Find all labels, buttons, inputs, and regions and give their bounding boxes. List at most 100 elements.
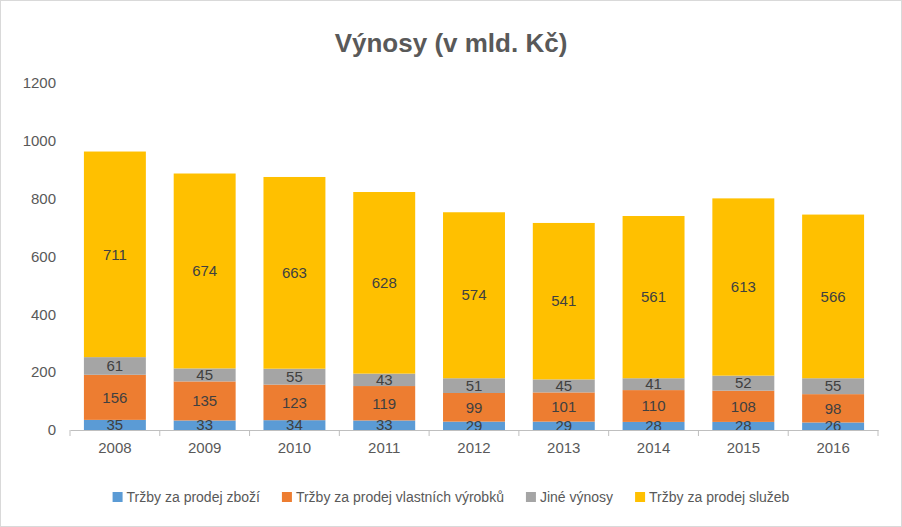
x-separator [159, 430, 160, 436]
bar [712, 198, 774, 375]
legend-item: Tržby za prodej zboží [113, 489, 260, 505]
bar [533, 223, 595, 379]
x-separator [608, 430, 609, 436]
data-labels: 3533343329292828261561351231199910111010… [102, 246, 845, 435]
data-label: 135 [192, 392, 217, 409]
data-label: 43 [376, 371, 393, 388]
legend-swatch [282, 492, 292, 502]
data-label: 28 [645, 417, 662, 434]
x-tick: 2010 [278, 430, 311, 456]
legend-label: Jiné výnosy [540, 489, 613, 505]
data-label: 98 [825, 400, 842, 417]
bar [443, 212, 505, 378]
data-label: 663 [282, 264, 307, 281]
bar [174, 174, 236, 369]
y-tick-label: 0 [48, 421, 56, 438]
x-axis-line [71, 430, 879, 431]
y-axis: 0 200 400 600 800 1000 1200 [23, 74, 71, 438]
x-tick-label: 2015 [727, 439, 760, 456]
data-label: 101 [551, 398, 576, 415]
y-tick: 400 [31, 306, 70, 323]
data-label: 674 [192, 262, 217, 279]
data-label: 541 [551, 292, 576, 309]
bar [84, 152, 146, 358]
bar [802, 378, 864, 394]
data-label: 566 [821, 288, 846, 305]
bar [263, 177, 325, 369]
plot: 0200400600800100012003533343329292828261… [23, 74, 879, 455]
bar [84, 375, 146, 420]
x-tick-label: 2016 [816, 439, 849, 456]
bar [263, 369, 325, 385]
x-axis: 2008 2009 2010 2011 2012 2013 2014 2015 2016 [70, 430, 879, 456]
y-tick: 1000 [23, 132, 70, 149]
x-tick: 2016 [816, 430, 849, 456]
legend-label: Tržby za prodej vlastních výrobků [296, 489, 504, 505]
legend-label: Tržby za prodej zboží [127, 489, 260, 505]
bar [263, 385, 325, 421]
data-label: 628 [372, 274, 397, 291]
data-label: 45 [196, 366, 213, 383]
x-tick: 2015 [727, 430, 760, 456]
legend: Tržby za prodej zboží Tržby za prodej vla… [113, 489, 790, 505]
y-tick-label: 1000 [23, 132, 56, 149]
y-tick: 800 [31, 190, 70, 207]
x-separator [339, 430, 340, 436]
x-separator [788, 430, 789, 436]
x-tick-label: 2014 [637, 439, 670, 456]
y-tick-label: 800 [31, 190, 56, 207]
x-tick: 2008 [98, 430, 131, 456]
x-tick-label: 2010 [278, 439, 311, 456]
legend-swatch [526, 492, 536, 502]
chart: Výnosy (v mld. Kč)0200400600800100012003… [0, 0, 902, 527]
x-tick-label: 2013 [547, 439, 580, 456]
bar [84, 357, 146, 375]
x-tick-label: 2012 [457, 439, 490, 456]
data-label: 55 [286, 368, 303, 385]
y-tick: 200 [31, 363, 70, 380]
data-label: 51 [466, 377, 483, 394]
data-label: 711 [103, 246, 127, 263]
x-tick-label: 2008 [98, 439, 131, 456]
data-label: 26 [825, 417, 842, 434]
x-separator [698, 430, 699, 436]
bars [84, 152, 864, 430]
legend-swatch [113, 492, 123, 502]
x-tick: 2011 [368, 430, 400, 456]
title: Výnosy (v mld. Kč) [335, 28, 568, 58]
x-separator [878, 430, 879, 436]
x-separator [518, 430, 519, 436]
data-label: 41 [645, 375, 662, 392]
data-label: 119 [372, 395, 396, 412]
data-label: 45 [555, 377, 572, 394]
data-label: 61 [107, 357, 124, 374]
y-tick: 600 [31, 248, 70, 265]
data-label: 28 [735, 417, 752, 434]
y-tick-label: 1200 [23, 74, 56, 91]
data-label: 99 [466, 399, 483, 416]
y-tick-label: 400 [31, 306, 56, 323]
legend-swatch [635, 492, 645, 502]
bar [623, 216, 685, 378]
data-label: 110 [642, 397, 666, 414]
bar [174, 381, 236, 420]
legend-item: Jiné výnosy [526, 489, 613, 505]
data-label: 108 [731, 398, 756, 415]
x-tick: 2013 [547, 430, 580, 456]
x-separator [249, 430, 250, 436]
x-tick-label: 2009 [188, 439, 221, 456]
data-label: 613 [731, 278, 756, 295]
bar [353, 386, 415, 420]
y-axis-line [70, 84, 71, 431]
y-tick: 0 [48, 421, 70, 438]
data-label: 123 [282, 394, 307, 411]
x-tick-label: 2011 [368, 439, 400, 456]
data-label: 55 [825, 377, 842, 394]
legend-item: Tržby za prodej služeb [635, 489, 790, 505]
chart-frame [1, 1, 902, 527]
bar [353, 192, 415, 374]
data-label: 52 [735, 374, 752, 391]
data-label: 574 [461, 286, 486, 303]
x-separator [429, 430, 430, 436]
x-tick: 2009 [188, 430, 221, 456]
